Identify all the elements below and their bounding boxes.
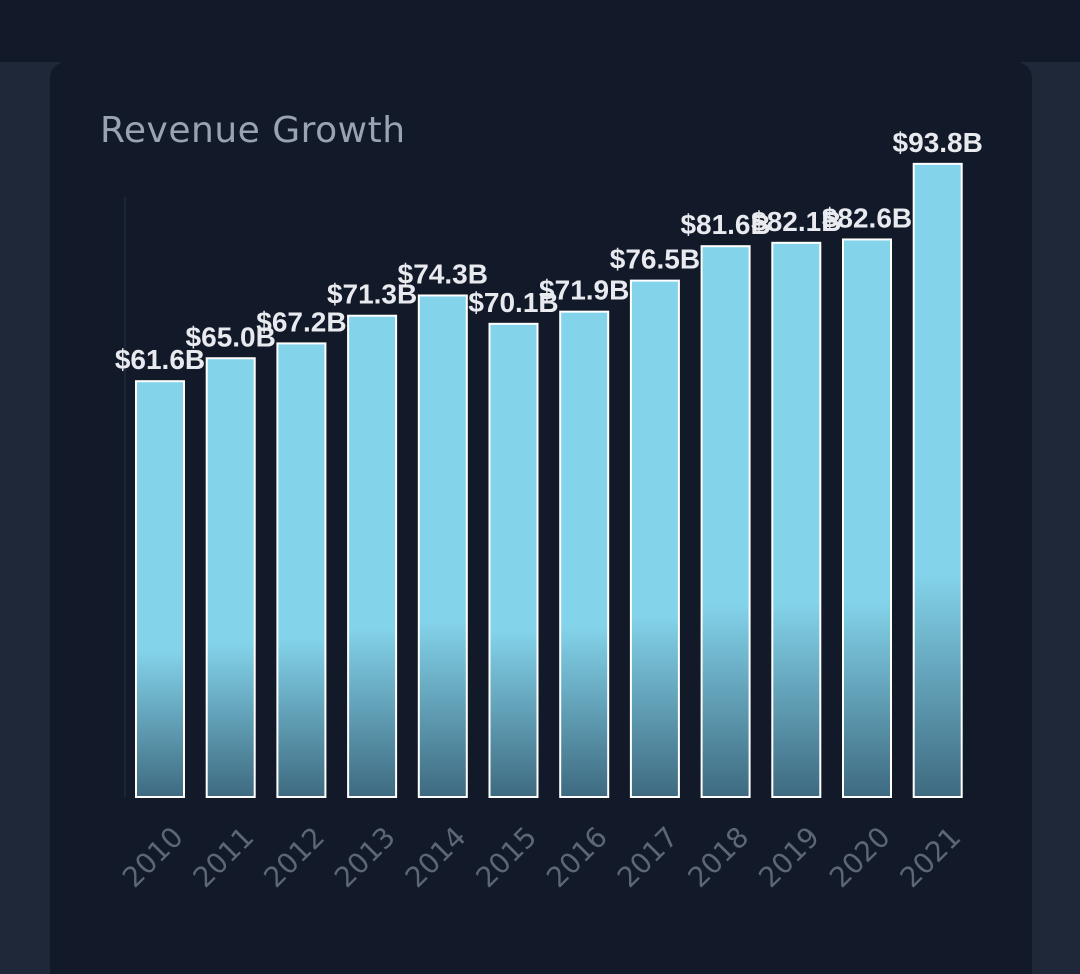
bar-2021 — [912, 162, 963, 799]
x-tick-2015: 2015 — [469, 820, 543, 894]
value-label-2021: $93.8B — [893, 127, 983, 158]
x-tick-2018: 2018 — [682, 820, 756, 894]
value-label-2011: $65.0B — [186, 321, 276, 352]
bars-group — [135, 162, 963, 799]
x-tick-2010: 2010 — [116, 820, 190, 894]
bar-2020 — [842, 238, 892, 798]
x-tick-2021: 2021 — [894, 820, 968, 894]
value-label-2013: $71.3B — [327, 279, 417, 310]
x-axis-ticks: 2010201120122013201420152016201720182019… — [116, 820, 967, 894]
x-tick-2011: 2011 — [187, 820, 261, 894]
value-labels-group: $61.6B$65.0B$67.2B$71.3B$74.3B$70.1B$71.… — [115, 127, 983, 375]
bar-2015 — [488, 322, 539, 798]
x-tick-2017: 2017 — [611, 820, 685, 894]
value-label-2014: $74.3B — [398, 258, 488, 289]
value-label-2012: $67.2B — [256, 306, 346, 337]
bar-2010 — [135, 380, 185, 798]
x-tick-2012: 2012 — [257, 820, 331, 894]
chart-card: Revenue Growth $61.6B $65.0B $67.2B $71.3B $… — [50, 62, 1032, 974]
value-label-2016: $71.9B — [539, 275, 629, 306]
x-tick-2014: 2014 — [399, 820, 473, 894]
x-tick-2013: 2013 — [328, 820, 402, 894]
bar-2014 — [417, 294, 468, 798]
bar-2017 — [629, 279, 680, 798]
x-tick-2016: 2016 — [540, 820, 614, 894]
bar-2012 — [276, 342, 327, 798]
bar-2011 — [205, 357, 256, 798]
x-tick-2019: 2019 — [752, 820, 826, 894]
chart-title: Revenue Growth — [100, 110, 406, 151]
value-label-2018: $81.6B — [680, 209, 770, 240]
bar-chart: $61.6B$65.0B$67.2B$71.3B$74.3B$70.1B$71.… — [115, 127, 983, 894]
bar-2013 — [347, 314, 398, 798]
bar-2018 — [700, 245, 751, 798]
bar-2019 — [771, 241, 822, 798]
value-label-2015: $70.1B — [468, 287, 558, 318]
value-label-2019: $82.1B — [751, 206, 841, 237]
value-label-2010: $61.6B — [115, 344, 205, 375]
value-label-2020: $82.6B — [822, 202, 912, 233]
bar-2016 — [559, 310, 610, 799]
x-tick-2020: 2020 — [823, 820, 897, 894]
value-label-2017: $76.5B — [610, 244, 700, 275]
